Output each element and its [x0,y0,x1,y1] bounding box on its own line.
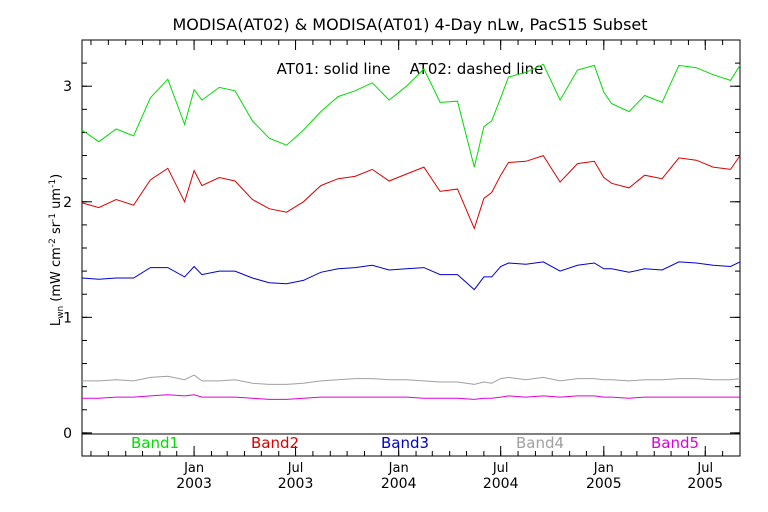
ylabel-um: um [49,188,64,213]
ylabel-sup3: -1 [48,179,58,188]
ylabel-sr: sr [49,221,64,238]
ylabel-sup2: -1 [48,213,58,222]
plot-frame [81,39,741,457]
ylabel-sub: wn [56,306,66,319]
ylabel-main: L [49,318,64,326]
x-ticks: Jan2003Jul2003Jan2004Jul2004Jan2005Jul20… [90,40,741,492]
legend-band3: Band3 [381,434,429,452]
series-line-band4 [82,374,741,385]
chart-title: MODISA(AT02) & MODISA(AT01) 4-Day nLw, P… [172,15,647,34]
y-ticks: 0 1 2 3 [63,39,740,457]
x-tick-year: 2005 [586,476,622,492]
y-axis-label: Lwn (mW cm-2 sr-1 um-1) [48,174,66,326]
ylabel-close: ) [49,174,64,179]
chart-annotation: AT01: solid line AT02: dashed line [277,60,544,78]
x-tick-month: Jul [492,461,509,476]
y-tick-label: 1 [63,310,72,326]
legend-band2: Band2 [251,434,299,452]
y-tick-label: 0 [63,426,72,442]
legend-band1: Band1 [131,434,179,452]
series-lines [81,63,741,400]
x-tick-month: Jan [388,461,409,476]
ylabel-units-open: (mW cm [49,247,64,306]
svg-text:Lwn (mW cm-2 sr-1 um-1): Lwn (mW cm-2 sr-1 um-1) [48,174,66,326]
ylabel-sup1: -2 [48,238,58,247]
x-tick-year: 2005 [687,476,723,492]
x-tick-year: 2003 [176,476,212,492]
legend-band5: Band5 [651,434,699,452]
series-line-band3 [81,261,741,291]
series-line-band1 [81,63,741,168]
x-tick-year: 2004 [483,476,519,492]
y-tick-label: 3 [63,79,72,95]
x-tick-month: Jul [287,461,304,476]
legend-band4: Band4 [516,434,564,452]
x-tick-year: 2003 [278,476,314,492]
x-tick-month: Jan [183,461,204,476]
x-tick-year: 2004 [381,476,417,492]
series-line-band2 [81,155,741,230]
series-line-band5 [82,394,740,400]
x-tick-month: Jul [696,461,713,476]
y-tick-label: 2 [63,195,72,211]
x-tick-month: Jan [593,461,614,476]
legend: Band1 Band2 Band3 Band4 Band5 [131,434,699,452]
